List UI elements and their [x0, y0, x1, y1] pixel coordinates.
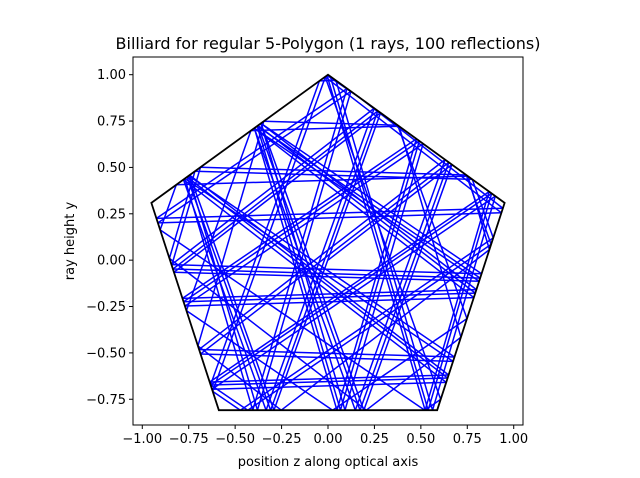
ray-segment: [247, 243, 492, 411]
axes-background: [133, 57, 523, 425]
ray-segment: [359, 162, 450, 411]
ray-segment: [396, 124, 468, 319]
ray-segment: [365, 336, 462, 411]
y-tick-label: 0.50: [97, 161, 126, 176]
ray-segment: [184, 296, 474, 307]
ray-segment: [186, 309, 334, 411]
ray-segment: [335, 80, 434, 411]
ray-segment: [210, 384, 249, 411]
ray-segment: [157, 212, 502, 224]
x-axis-label: position z along optical axis: [238, 455, 419, 470]
ray-segment: [210, 192, 493, 386]
ray-segment: [182, 178, 447, 383]
x-tick-label: 1.00: [499, 432, 528, 447]
ray-segment: [172, 110, 379, 270]
x-tick-label: 0.00: [314, 432, 343, 447]
ray-segment: [172, 268, 481, 279]
ray-segment: [171, 263, 482, 275]
x-tick-label: −1.00: [122, 432, 162, 447]
ray-paths: [156, 74, 504, 411]
ray-segment: [329, 76, 429, 411]
ray-segment: [188, 174, 275, 411]
ray-segment: [465, 174, 492, 245]
ray-segment: [363, 164, 453, 411]
ray-segment: [211, 195, 496, 390]
y-tick-label: −0.50: [86, 346, 126, 361]
ray-segment: [253, 127, 475, 299]
ray-segment: [170, 167, 202, 266]
ray-segment: [184, 143, 424, 307]
x-axis-ticks: −1.00 −0.75 −0.50 −0.25 0.00 0.25 0.50 0.75 1.00: [122, 425, 528, 447]
ray-segment: [200, 353, 454, 363]
ray-segment: [200, 166, 467, 176]
ray-segment: [239, 237, 494, 411]
y-tick-label: 0.25: [97, 207, 126, 222]
ray-segment: [186, 176, 449, 379]
y-tick-label: 1.00: [97, 68, 126, 83]
ray-segment: [273, 112, 382, 411]
ray-segment: [187, 175, 259, 411]
x-tick-label: −0.50: [215, 432, 255, 447]
ray-segment: [159, 229, 426, 411]
ray-segment: [431, 195, 497, 411]
ray-segment: [156, 207, 503, 220]
x-tick-label: −0.25: [262, 432, 302, 447]
ray-segment: [263, 120, 398, 126]
x-tick-label: 0.75: [453, 432, 482, 447]
x-tick-label: −0.75: [169, 432, 209, 447]
ray-segment: [197, 345, 282, 411]
ray-segment: [209, 80, 321, 386]
y-axis-ticks: −0.75 −0.50 −0.25 0.00 0.25 0.50 0.75 1.00: [86, 68, 133, 408]
ray-segment: [265, 107, 375, 411]
y-tick-label: −0.25: [86, 300, 126, 315]
chart-title: Billiard for regular 5-Polygon (1 rays, …: [116, 34, 541, 53]
y-tick-label: 0.75: [97, 115, 126, 130]
ray-segment: [253, 127, 480, 282]
ray-segment: [182, 179, 267, 411]
ray-segment: [327, 163, 453, 261]
ray-segment: [168, 257, 367, 411]
ray-segment: [188, 175, 455, 358]
plot-area: [132, 56, 524, 426]
x-tick-label: 0.25: [360, 432, 389, 447]
y-tick-label: 0.00: [97, 254, 126, 269]
ray-segment: [427, 193, 493, 411]
ray-segment: [280, 249, 490, 411]
ray-segment: [250, 125, 400, 132]
ray-segment: [183, 292, 476, 303]
y-axis-label: ray height y: [63, 201, 78, 280]
ray-segment: [211, 381, 447, 390]
ray-segment: [260, 123, 346, 411]
ray-segment: [212, 390, 241, 411]
ray-segment: [209, 190, 490, 383]
ray-segment: [398, 126, 462, 338]
pentagon-boundary: [150, 73, 506, 412]
x-tick-label: 0.50: [406, 432, 435, 447]
ray-segment: [424, 398, 442, 411]
ray-segment: [332, 318, 468, 411]
ray-segment: [344, 143, 424, 411]
ray-segment: [256, 91, 352, 411]
ray-segment: [253, 127, 338, 411]
ray-segment: [471, 179, 494, 239]
ray-segment: [354, 159, 446, 411]
ray-segment: [182, 288, 477, 300]
y-tick-label: −0.75: [86, 393, 126, 408]
